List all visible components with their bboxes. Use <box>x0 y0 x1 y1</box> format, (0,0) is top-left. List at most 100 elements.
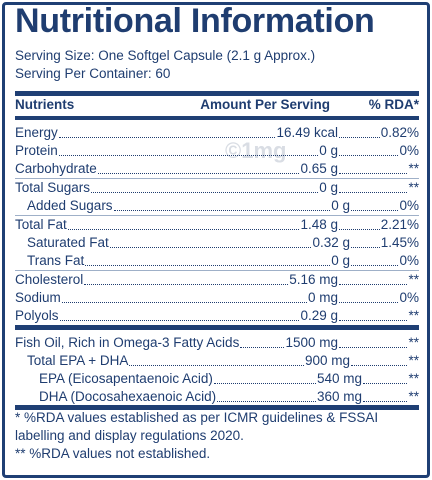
footnote: ** %RDA values not established. <box>15 446 211 461</box>
dot-leader <box>109 234 312 248</box>
rda-cell: 0.82% <box>338 124 419 142</box>
rda: 0% <box>399 143 419 158</box>
dot-leader <box>97 160 300 174</box>
dot-leader <box>339 307 408 321</box>
name-amount: Carbohydrate 0.65 g <box>15 160 338 178</box>
amount: 1500 mg <box>285 335 338 350</box>
amount: 360 mg <box>316 389 362 404</box>
dot-leader <box>59 307 300 321</box>
dot-leader <box>113 197 331 211</box>
rda: 1.45% <box>380 235 419 250</box>
dot-leader <box>339 334 408 348</box>
dot-leader <box>363 388 408 402</box>
rda-cell: ** <box>338 160 419 178</box>
rda: 0% <box>399 198 419 213</box>
dot-leader <box>217 388 316 402</box>
nutrient-name: Energy <box>15 125 58 140</box>
nutrient-name: Fish Oil, Rich in Omega-3 Fatty Acids <box>15 335 240 350</box>
nutrient-row: Polyols 0.29 g ** <box>15 307 419 325</box>
name-amount: EPA (Eicosapentaenoic Acid) 540 mg <box>15 370 362 388</box>
header-amount: Amount Per Serving <box>200 97 330 112</box>
rda: ** <box>408 161 419 176</box>
rda: ** <box>408 335 419 350</box>
name-amount: Total Sugars 0 g <box>15 179 338 197</box>
name-amount: Sodium 0 mg <box>15 289 338 307</box>
dot-leader <box>61 289 307 303</box>
rda-cell: ** <box>362 370 419 388</box>
rda: 0% <box>399 290 419 305</box>
name-amount: DHA (Docosahexaenoic Acid) 360 mg <box>15 388 362 406</box>
amount: 540 mg <box>316 371 362 386</box>
rda-cell: ** <box>338 271 419 289</box>
dot-leader <box>67 216 300 230</box>
nutrient-name: Saturated Fat <box>27 235 109 250</box>
dot-leader <box>339 289 399 303</box>
nutrient-row: Fish Oil, Rich in Omega-3 Fatty Acids 150… <box>15 334 419 352</box>
dot-leader <box>339 179 408 193</box>
rda-cell: ** <box>350 352 419 370</box>
rda: 0% <box>399 253 419 268</box>
servings-per-container: Serving Per Container: 60 <box>15 65 171 81</box>
dot-leader <box>351 352 408 366</box>
nutrient-row: Trans Fat 0 g 0% <box>15 252 419 271</box>
table-header: Nutrients Amount Per Serving % RDA* <box>15 95 419 115</box>
amount: 0 g <box>319 143 338 158</box>
nutrient-name: EPA (Eicosapentaenoic Acid) <box>39 371 213 386</box>
nutrient-name: Protein <box>15 143 58 158</box>
nutrient-name: Carbohydrate <box>15 161 97 176</box>
rda-cell: ** <box>362 388 419 406</box>
rda-cell: 0% <box>350 197 419 215</box>
nutrient-rows: Energy 16.49 kcal 0.82% Protein 0 g 0% Carbo… <box>15 124 419 325</box>
serving-size: Serving Size: One Softgel Capsule (2.1 g… <box>15 48 316 63</box>
divider-bar <box>15 405 419 410</box>
dot-leader <box>85 252 331 266</box>
dot-leader <box>91 179 319 193</box>
name-amount: Added Sugars 0 g <box>15 197 350 215</box>
rda-cell: 0% <box>338 142 419 160</box>
dot-leader <box>58 142 319 156</box>
rda-cell: ** <box>338 334 419 352</box>
nutrient-name: Total EPA + DHA <box>27 353 129 368</box>
name-amount: Cholesterol 5.16 mg <box>15 271 338 289</box>
nutrient-name: Sodium <box>15 290 61 305</box>
dot-leader <box>351 197 399 211</box>
fatty-acid-rows: Fish Oil, Rich in Omega-3 Fatty Acids 150… <box>15 334 419 406</box>
rda: 2.21% <box>380 217 419 232</box>
name-amount: Energy 16.49 kcal <box>15 124 338 142</box>
nutrient-row: Saturated Fat 0.32 g 1.45% <box>15 234 419 252</box>
nutrient-row: Added Sugars 0 g 0% <box>15 197 419 216</box>
amount: 0.65 g <box>300 161 338 176</box>
watermark: ©1mg <box>225 138 287 163</box>
nutrient-row: Energy 16.49 kcal 0.82% <box>15 124 419 142</box>
header-nutrients: Nutrients <box>15 97 75 112</box>
nutrient-row: DHA (Docosahexaenoic Acid) 360 mg ** <box>15 388 419 406</box>
nutrient-row: Cholesterol 5.16 mg ** <box>15 271 419 289</box>
nutrient-row: Total Fat 1.48 g 2.21% <box>15 216 419 234</box>
rda-cell: ** <box>338 307 419 325</box>
nutrient-row: Carbohydrate 0.65 g ** <box>15 160 419 179</box>
amount: 0 g <box>319 180 338 195</box>
nutrient-name: DHA (Docosahexaenoic Acid) <box>39 389 217 404</box>
amount: 1.48 g <box>300 217 338 232</box>
divider-bar <box>15 325 419 330</box>
footnotes: * %RDA values established as per ICMR gu… <box>15 409 419 463</box>
amount: 0 g <box>331 198 350 213</box>
dot-leader <box>339 271 408 285</box>
nutrient-row: Total Sugars 0 g ** <box>15 179 419 197</box>
nutrient-name: Total Sugars <box>15 180 91 195</box>
amount: 0.29 g <box>300 308 338 323</box>
rda: 0.82% <box>380 125 419 140</box>
divider-bar <box>15 91 419 96</box>
name-amount: Total EPA + DHA 900 mg <box>15 352 350 370</box>
rda: ** <box>408 180 419 195</box>
name-amount: Saturated Fat 0.32 g <box>15 234 350 252</box>
dot-leader <box>351 234 380 248</box>
amount: 900 mg <box>304 353 350 368</box>
dot-leader <box>213 370 316 384</box>
nutrient-name: Total Fat <box>15 217 67 232</box>
dot-leader <box>339 124 380 138</box>
dot-leader <box>339 216 380 230</box>
dot-leader <box>240 334 285 348</box>
